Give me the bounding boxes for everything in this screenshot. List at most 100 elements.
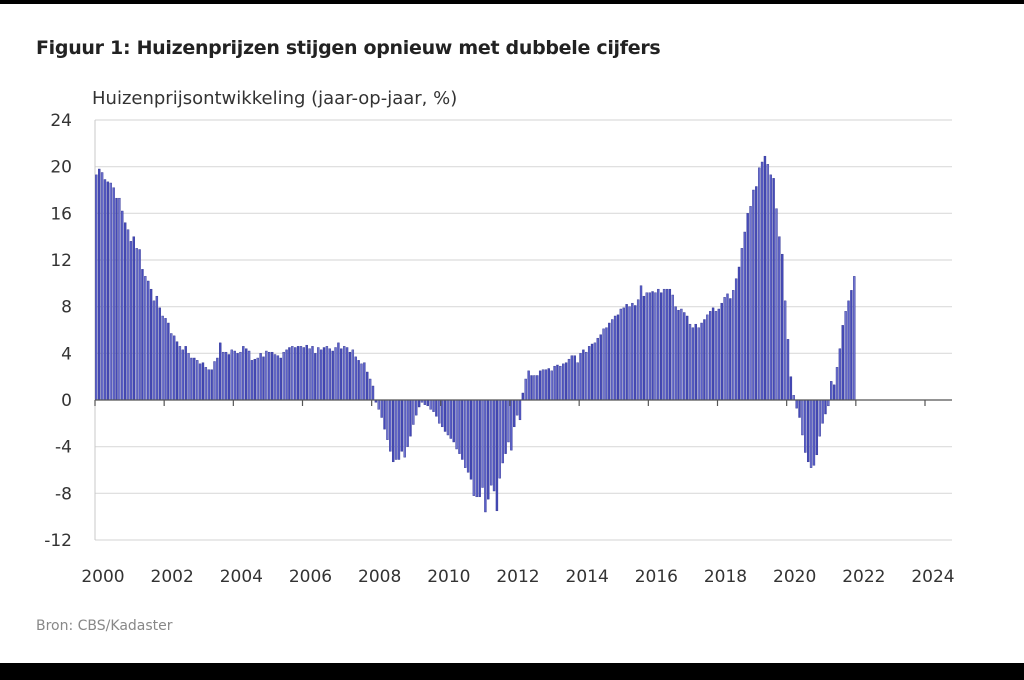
bar: [161, 315, 164, 401]
bar: [628, 306, 631, 401]
x-tick-label: 2022: [842, 567, 885, 587]
bar: [95, 174, 98, 401]
bar: [599, 334, 602, 401]
y-tick-label: 4: [61, 344, 72, 364]
bar: [397, 399, 401, 460]
bar: [665, 288, 669, 401]
bar: [847, 300, 850, 401]
x-tick-label: 2020: [773, 567, 816, 587]
bar: [815, 399, 819, 456]
bar: [521, 392, 525, 401]
bar: [109, 182, 112, 401]
bar: [446, 399, 450, 436]
bar: [781, 253, 784, 401]
bar: [452, 399, 455, 443]
chart-title: Figuur 1: Huizenprijzen stijgen opnieuw …: [36, 37, 661, 59]
bar: [504, 399, 507, 454]
bar: [391, 399, 395, 463]
bar: [527, 370, 530, 401]
y-tick-label: -8: [55, 484, 72, 504]
bar: [325, 346, 329, 401]
bar: [175, 341, 179, 401]
bar: [296, 346, 300, 401]
bar: [282, 351, 285, 401]
bar: [466, 399, 470, 473]
bar: [276, 355, 280, 401]
bar: [273, 354, 277, 401]
y-tick-label: 16: [50, 204, 72, 224]
x-tick-label: 2010: [427, 567, 470, 587]
bar: [403, 399, 406, 458]
bar: [726, 293, 729, 401]
bar: [138, 249, 141, 401]
x-tick-label: 2012: [496, 567, 539, 587]
bar: [242, 346, 245, 401]
bar: [740, 248, 744, 401]
bar: [515, 399, 519, 416]
bar: [835, 367, 839, 401]
y-tick-label: 12: [50, 251, 72, 271]
bar: [755, 186, 758, 401]
bar: [190, 357, 193, 401]
bar: [472, 399, 476, 496]
top-border: [0, 0, 1024, 4]
bar: [524, 378, 527, 401]
bar: [279, 357, 282, 401]
bar: [587, 346, 591, 401]
bar: [141, 269, 144, 401]
bar: [613, 315, 617, 401]
bar: [556, 364, 559, 401]
bar: [256, 357, 259, 401]
bar: [423, 399, 427, 405]
bar: [746, 213, 749, 401]
bar: [149, 288, 153, 401]
bar: [824, 399, 827, 415]
bar: [328, 348, 331, 401]
y-tick-label: -4: [55, 438, 72, 458]
y-axis-label: Huizenprijsontwikkeling (jaar-op-jaar, %…: [92, 88, 458, 109]
y-tick-label: 20: [50, 158, 72, 178]
bar: [752, 189, 755, 401]
bar: [806, 399, 810, 463]
bar: [801, 399, 804, 436]
bar: [711, 307, 715, 401]
y-tick-label: 8: [61, 298, 72, 318]
bar: [680, 308, 683, 401]
bar: [342, 346, 346, 401]
bar: [775, 208, 778, 401]
bar: [118, 197, 121, 401]
x-axis: [94, 399, 952, 406]
bottom-border: [0, 663, 1024, 680]
bar: [844, 311, 847, 401]
bar: [697, 327, 700, 401]
bar: [481, 399, 484, 488]
bar: [155, 295, 159, 401]
bar: [438, 399, 441, 424]
bar: [366, 371, 369, 401]
bar: [221, 351, 225, 401]
bar: [314, 353, 317, 401]
x-tick-label: 2016: [635, 567, 678, 587]
bar: [449, 399, 453, 439]
bar: [634, 305, 637, 401]
bar: [602, 328, 605, 401]
bar: [553, 365, 556, 401]
bar: [204, 367, 208, 401]
bar: [760, 161, 764, 401]
bar: [513, 399, 516, 428]
bar: [144, 276, 147, 401]
bar: [570, 355, 574, 401]
bar: [455, 399, 458, 450]
bar: [458, 399, 461, 454]
source-note: Bron: CBS/Kadaster: [36, 618, 173, 634]
bar: [723, 297, 726, 401]
bar: [464, 399, 467, 468]
bar: [103, 179, 107, 401]
bar: [700, 322, 703, 401]
bar: [432, 399, 435, 412]
bar: [714, 311, 718, 401]
bar: [559, 365, 562, 401]
bar: [288, 347, 291, 401]
x-tick-label: 2006: [289, 567, 332, 587]
bar: [247, 350, 251, 401]
